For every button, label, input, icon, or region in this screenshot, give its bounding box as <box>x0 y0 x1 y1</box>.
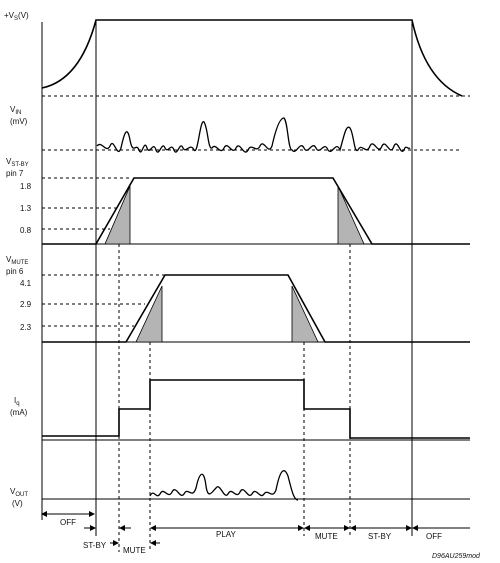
vout-panel: VOUT (V) <box>10 470 470 508</box>
vstby-panel: VST-BY pin 7 1.8 1.3 0.8 <box>6 157 470 245</box>
vmute-panel: VMUTE pin 6 4.1 2.9 2.3 <box>6 255 470 343</box>
vstby-tick-1-3: 1.3 <box>20 204 32 213</box>
vout-waveform <box>149 470 299 501</box>
iq-panel: Iq (mA) <box>10 379 470 441</box>
vstby-label: VST-BY <box>6 157 29 168</box>
phase-off-start: OFF <box>60 518 76 527</box>
phase-stby-end: ST-BY <box>368 532 392 541</box>
vin-unit: (mV) <box>10 117 28 126</box>
vout-label: VOUT <box>10 487 28 498</box>
phase-play: PLAY <box>216 530 237 539</box>
vstby-pin: pin 7 <box>6 169 24 178</box>
vs-panel: +VS(V) <box>4 11 470 97</box>
vstby-shade-fall <box>337 185 365 245</box>
vstby-tick-0-8: 0.8 <box>20 226 32 235</box>
vs-label: +VS(V) <box>4 11 29 22</box>
vstby-tick-1-8: 1.8 <box>20 182 32 191</box>
iq-label: Iq <box>14 396 20 407</box>
vstby-shade-rise <box>104 185 131 245</box>
vin-waveform <box>96 117 411 153</box>
vmute-shade-rise <box>135 285 163 343</box>
phase-timeline: OFF ST-BY MUTE PLAY MUTE ST-BY OFF <box>41 511 470 555</box>
vmute-tick-2-9: 2.9 <box>20 300 32 309</box>
vmute-pin: pin 6 <box>6 267 24 276</box>
vmute-tick-4-1: 4.1 <box>20 279 32 288</box>
vmute-shade-fall <box>291 285 319 343</box>
phase-mute-end: MUTE <box>315 532 338 541</box>
vmute-waveform <box>42 274 470 343</box>
vmute-label: VMUTE <box>6 255 28 266</box>
transition-lines <box>95 20 413 552</box>
figure-reference: D96AU259mod <box>432 553 481 560</box>
vs-waveform <box>41 19 463 97</box>
phase-stby-start: ST-BY <box>83 541 107 550</box>
iq-unit: (mA) <box>10 408 28 417</box>
vin-panel: VIN (mV) <box>10 105 462 153</box>
phase-off-end: OFF <box>426 532 442 541</box>
iq-waveform <box>42 379 470 439</box>
phase-mute-start: MUTE <box>123 546 146 555</box>
vmute-tick-2-3: 2.3 <box>20 323 32 332</box>
vin-label: VIN <box>10 105 21 116</box>
vout-unit: (V) <box>12 499 23 508</box>
vstby-waveform <box>42 177 470 245</box>
